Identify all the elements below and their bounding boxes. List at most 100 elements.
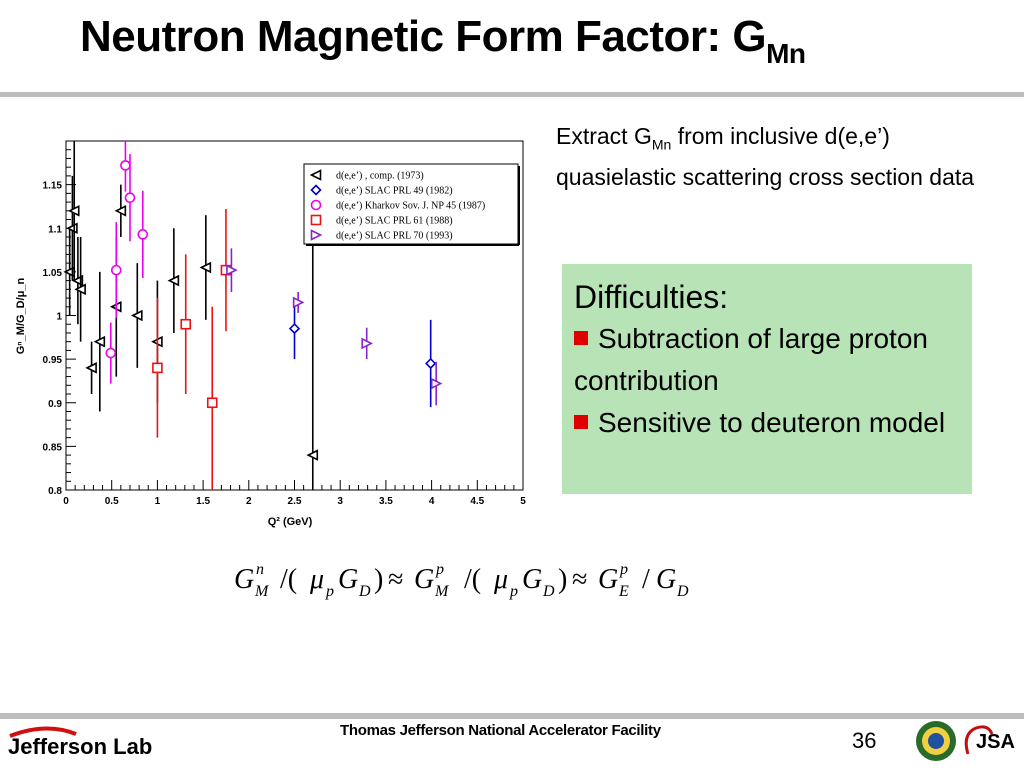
data-point	[310, 199, 322, 211]
bullet-icon	[574, 415, 588, 429]
formula-sub-p3: p	[509, 583, 518, 600]
difficulty-item-1: Subtraction of large proton contribution	[574, 318, 960, 402]
jefferson-lab-logo: Jefferson Lab	[8, 726, 152, 759]
slide-title: Neutron Magnetic Form Factor: GMn	[80, 12, 806, 70]
formula-gmn: G	[234, 564, 254, 595]
data-point	[309, 169, 322, 181]
legend-box	[303, 163, 519, 245]
formula-mu-1: μ	[309, 564, 324, 595]
extract-text-2: from inclusive d(e,e’) quasielastic scat…	[556, 123, 975, 190]
y-axis-label: Gⁿ_M/G_D/μ_n	[15, 277, 27, 354]
data-point	[310, 214, 322, 226]
title-text: Neutron Magnetic Form Factor: G	[80, 12, 767, 61]
formula-sub-m2: M	[434, 583, 450, 600]
data-point	[67, 205, 80, 217]
y-tick-label: 0.9	[48, 399, 62, 410]
extract-subscript: Mn	[651, 136, 672, 153]
y-tick-label: 0.95	[43, 355, 63, 366]
y-tick-label: 1.05	[43, 268, 63, 279]
x-tick-label: 4	[429, 496, 435, 507]
top-divider	[0, 92, 1024, 97]
bottom-divider	[0, 713, 1024, 719]
formula-gd-1: G	[338, 564, 358, 595]
title-subscript: Mn	[766, 38, 806, 69]
extract-text: Extract GMn from inclusive d(e,e’) quasi…	[556, 120, 996, 193]
extract-text-1: Extract G	[556, 123, 652, 149]
difficulty-item-2-text: Sensitive to deuteron model	[598, 407, 946, 438]
formula-sub-d1: D	[358, 583, 371, 600]
formula-gd-2: G	[522, 564, 542, 595]
data-point	[137, 229, 149, 240]
x-tick-label: 5	[520, 496, 526, 507]
x-tick-label: 0.5	[105, 496, 119, 507]
formula-slash-1: /(	[280, 564, 297, 595]
formula-sub-p1: p	[325, 583, 334, 600]
data-point	[310, 229, 323, 241]
difficulty-item-2: Sensitive to deuteron model	[574, 402, 960, 444]
y-tick-label: 1.15	[43, 181, 63, 192]
formula-sup-n: n	[256, 561, 264, 578]
data-point	[152, 362, 163, 374]
y-tick-label: 1	[56, 312, 62, 323]
jsa-swirl	[964, 725, 994, 755]
gmn-chart: 0 0.5 1 1.5 2 2.5 3 3.5 4 4.5 5 0.8 0.85 0.9 0.95 1 1.05…	[15, 140, 526, 528]
data-point	[167, 274, 180, 287]
jsa-text: JSA	[976, 731, 1015, 753]
formula-sup-p4: p	[619, 561, 628, 578]
formula-sub-d2: D	[542, 583, 555, 600]
x-tick-label: 3	[337, 496, 343, 507]
legend-label: d(e,e’) Kharkov Sov. J. NP 45 (1987)	[336, 201, 485, 212]
logo-swoosh-2	[23, 727, 69, 733]
data-point	[425, 357, 437, 370]
y-tick-label: 1.1	[48, 224, 62, 235]
data-point	[74, 283, 86, 296]
data-point	[199, 261, 212, 274]
formula-close-2: )	[558, 564, 567, 595]
difficulties-title: Difficulties:	[574, 279, 729, 315]
formula-gmp: G	[414, 564, 434, 595]
data-point	[124, 192, 136, 204]
x-tick-label: 1	[155, 496, 161, 507]
y-tick-label: 0.85	[43, 442, 63, 453]
chart-legend: d(e,e’) , comp. (1973) d(e,e’) SLAC PRL 4…	[303, 163, 520, 246]
x-axis-label: Q² (GeV)	[268, 516, 313, 528]
difficulty-item-1-text: Subtraction of large proton contribution	[574, 323, 928, 396]
y-tick-label: 0.8	[48, 486, 62, 497]
formula-slash-2: /(	[464, 564, 481, 595]
x-tick-label: 1.5	[196, 496, 210, 507]
legend-label: d(e,e’) SLAC PRL 49 (1982)	[336, 186, 453, 197]
logo-text: Jefferson Lab	[8, 734, 152, 759]
legend-label: d(e,e’) SLAC PRL 61 (1988)	[336, 216, 453, 227]
formula-sub-e: E	[618, 583, 629, 600]
formula-mu-2: μ	[493, 564, 508, 595]
x-tick-label: 3.5	[379, 496, 393, 507]
data-point	[180, 318, 192, 330]
formula: G n M /( μ p G D ) ≈ G p M /( μ p G D ) …	[234, 561, 689, 600]
formula-close-1: )	[374, 564, 383, 595]
legend-label: d(e,e’) SLAC PRL 70 (1993)	[336, 231, 453, 242]
data-point	[288, 322, 301, 335]
formula-gep: G	[598, 564, 618, 595]
bullet-icon	[574, 331, 588, 345]
footer-text: Thomas Jefferson National Accelerator Fa…	[340, 722, 661, 739]
page-number: 36	[852, 728, 877, 753]
data-point	[85, 362, 97, 374]
legend-label: d(e,e’) , comp. (1973)	[336, 171, 424, 182]
data-point	[310, 184, 322, 196]
data-point	[110, 264, 122, 276]
formula-gd-3: G	[656, 564, 676, 595]
jsa-logo: JSA	[964, 725, 1015, 755]
formula-slash-3: /	[642, 564, 650, 595]
formula-sub-m1: M	[254, 583, 270, 600]
formula-sup-p2: p	[435, 561, 444, 578]
data-point	[292, 296, 305, 309]
formula-sub-d3: D	[676, 583, 689, 600]
x-tick-label: 2.5	[288, 496, 302, 507]
data-point	[105, 347, 117, 359]
x-tick-label: 0	[63, 496, 69, 507]
doe-seal-icon	[916, 721, 956, 761]
x-tick-label: 2	[246, 496, 252, 507]
data-point	[131, 309, 143, 322]
x-tick-label: 4.5	[470, 496, 484, 507]
data-point	[206, 397, 218, 409]
